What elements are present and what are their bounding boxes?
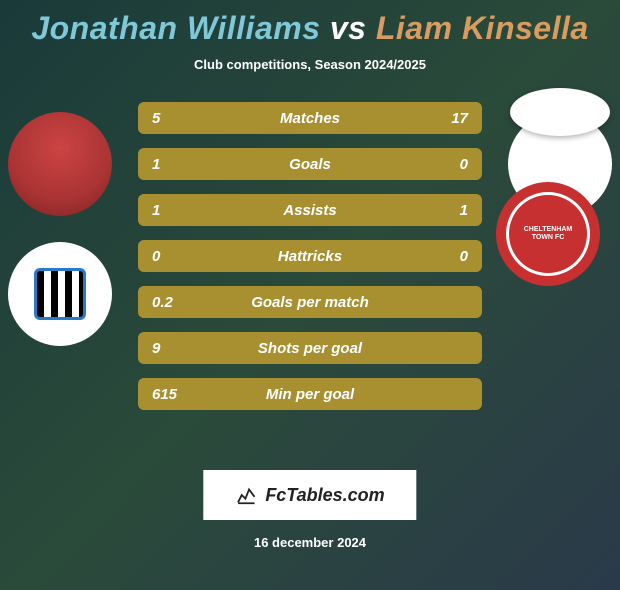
branding-text: FcTables.com — [265, 485, 384, 506]
stat-row: 615Min per goal — [138, 378, 482, 410]
player2-club-badge: CHELTENHAM TOWN FC — [496, 182, 600, 286]
stat-label: Min per goal — [200, 386, 420, 403]
stat-label: Goals per match — [200, 294, 420, 311]
vs-text: vs — [330, 10, 367, 46]
branding-box: FcTables.com — [203, 470, 416, 520]
stat-label: Goals — [200, 156, 420, 173]
player1-name: Jonathan Williams — [31, 10, 320, 46]
stat-left-value: 615 — [140, 386, 200, 403]
stat-left-value: 5 — [140, 110, 200, 127]
stat-left-value: 1 — [140, 156, 200, 173]
stat-row: 1Assists1 — [138, 194, 482, 226]
stat-row: 0Hattricks0 — [138, 240, 482, 272]
stat-label: Shots per goal — [200, 340, 420, 357]
stat-left-value: 0.2 — [140, 294, 200, 311]
stat-left-value: 0 — [140, 248, 200, 265]
comparison-title: Jonathan Williams vs Liam Kinsella — [0, 10, 620, 47]
stat-row: 5Matches17 — [138, 102, 482, 134]
player1-avatar — [8, 112, 112, 216]
stat-label: Assists — [200, 202, 420, 219]
stat-rows: 5Matches171Goals01Assists10Hattricks00.2… — [138, 102, 482, 410]
stat-row: 0.2Goals per match — [138, 286, 482, 318]
player2-name: Liam Kinsella — [376, 10, 589, 46]
chart-icon — [235, 484, 257, 506]
stat-label: Matches — [200, 110, 420, 127]
stat-right-value: 1 — [420, 202, 480, 219]
stat-right-value: 0 — [420, 156, 480, 173]
stat-left-value: 9 — [140, 340, 200, 357]
subtitle: Club competitions, Season 2024/2025 — [0, 57, 620, 72]
stat-label: Hattricks — [200, 248, 420, 265]
club-right-label-2: TOWN FC — [532, 234, 565, 242]
stat-right-value: 0 — [420, 248, 480, 265]
stat-right-value: 17 — [420, 110, 480, 127]
comparison-content: CHELTENHAM TOWN FC 5Matches171Goals01Ass… — [0, 102, 620, 482]
stat-row: 9Shots per goal — [138, 332, 482, 364]
stat-left-value: 1 — [140, 202, 200, 219]
player1-club-badge — [8, 242, 112, 346]
date-text: 16 december 2024 — [254, 535, 366, 550]
stat-row: 1Goals0 — [138, 148, 482, 180]
club-right-label-1: CHELTENHAM — [524, 226, 572, 234]
